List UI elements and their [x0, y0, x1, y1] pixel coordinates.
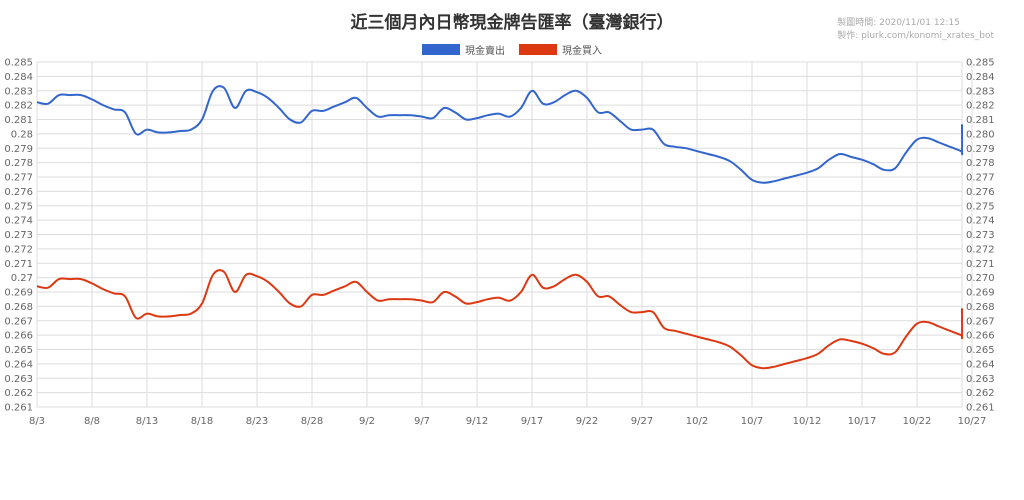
y-tick-label-left: 0.263: [4, 374, 33, 385]
x-tick-label: 10/12: [793, 416, 822, 427]
y-tick-label-right: 0.263: [966, 374, 995, 385]
y-tick-label-left: 0.282: [4, 101, 33, 112]
y-tick-label-right: 0.266: [966, 331, 995, 342]
y-tick-label-right: 0.264: [966, 359, 995, 370]
legend-label-sell: 現金賣出: [465, 46, 505, 57]
x-axis: 8/3 8/8 8/13 8/18 8/23 8/28 9/2 9/7 9/12 9/17 9/22…: [29, 416, 986, 427]
y-tick-label-right: 0.284: [966, 72, 995, 83]
x-tick-label: 9/12: [466, 416, 488, 427]
x-tick-label: 10/17: [848, 416, 877, 427]
y-tick-label-right: 0.277: [966, 173, 995, 184]
y-tick-label-left: 0.266: [4, 331, 33, 342]
legend-swatch-buy: [519, 44, 557, 55]
y-tick-label-right: 0.276: [966, 187, 995, 198]
y-tick-label-right: 0.262: [966, 388, 995, 399]
y-tick-label-left: 0.281: [4, 115, 33, 126]
x-tick-label: 8/18: [191, 416, 213, 427]
y-axis-right: 0.285 0.284 0.283 0.282 0.281 0.280 0.279 0.278…: [966, 58, 995, 414]
x-tick-label: 10/22: [903, 416, 932, 427]
y-tick-label-left: 0.261: [4, 403, 33, 414]
y-tick-label-left: 0.28: [11, 129, 33, 140]
x-tick-label: 8/13: [136, 416, 158, 427]
y-tick-label-right: 0.285: [966, 58, 995, 69]
x-tick-label: 9/27: [631, 416, 653, 427]
x-tick-label: 9/22: [576, 416, 598, 427]
legend-item-buy[interactable]: 現金買入: [519, 42, 602, 57]
x-tick-label: 8/3: [29, 416, 45, 427]
y-tick-label-left: 0.269: [4, 288, 33, 299]
y-tick-label-right: 0.283: [966, 86, 995, 97]
made-by: 製作: plurk.com/konomi_xrates_bot: [837, 31, 994, 41]
y-tick-label-right: 0.279: [966, 144, 995, 155]
y-tick-label-right: 0.274: [966, 216, 995, 227]
chart-title: 近三個月內日幣現金牌告匯率（臺灣銀行）: [350, 13, 674, 33]
y-tick-label-left: 0.278: [4, 158, 33, 169]
x-tick-label: 9/7: [414, 416, 430, 427]
x-tick-label: 8/28: [301, 416, 323, 427]
series-lines: [36, 85, 964, 370]
y-tick-label-left: 0.271: [4, 259, 33, 270]
y-tick-label-right: 0.271: [966, 259, 995, 270]
x-tick-label: 9/17: [521, 416, 543, 427]
y-tick-label-right: 0.265: [966, 345, 995, 356]
series-line-buy: [36, 269, 964, 370]
y-tick-label-left: 0.27: [11, 273, 33, 284]
made-time: 製圖時間: 2020/11/01 12:15: [837, 18, 960, 28]
y-tick-label-left: 0.267: [4, 316, 33, 327]
y-tick-label-right: 0.281: [966, 115, 995, 126]
x-tick-label: 10/2: [686, 416, 708, 427]
y-tick-label-right: 0.268: [966, 302, 995, 313]
y-tick-label-right: 0.275: [966, 201, 995, 212]
y-tick-label-right: 0.278: [966, 158, 995, 169]
y-tick-label-right: 0.273: [966, 230, 995, 241]
y-tick-label-left: 0.272: [4, 244, 33, 255]
y-tick-label-right: 0.272: [966, 244, 995, 255]
x-tick-label: 9/2: [359, 416, 375, 427]
y-tick-label-left: 0.283: [4, 86, 33, 97]
y-tick-label-left: 0.279: [4, 144, 33, 155]
legend-item-sell[interactable]: 現金賣出: [422, 42, 505, 57]
y-tick-label-right: 0.270: [966, 273, 995, 284]
grid: [36, 61, 973, 408]
y-tick-label-left: 0.275: [4, 201, 33, 212]
y-tick-label-left: 0.273: [4, 230, 33, 241]
legend: 現金賣出 現金買入: [0, 42, 1024, 57]
y-tick-label-left: 0.264: [4, 359, 33, 370]
legend-label-buy: 現金買入: [562, 46, 602, 57]
y-tick-label-left: 0.274: [4, 216, 33, 227]
x-tick-label: 10/7: [741, 416, 763, 427]
y-tick-label-right: 0.280: [966, 129, 995, 140]
y-tick-label-left: 0.262: [4, 388, 33, 399]
y-axis-left: 0.285 0.284 0.283 0.282 0.281 0.28 0.279 0.278 0…: [4, 58, 33, 414]
y-tick-label-left: 0.268: [4, 302, 33, 313]
y-tick-label-left: 0.285: [4, 58, 33, 69]
y-tick-label-right: 0.282: [966, 101, 995, 112]
x-tick-label: 8/8: [84, 416, 100, 427]
series-line-sell: [36, 85, 964, 184]
x-tick-label: 10/27: [958, 416, 987, 427]
x-tick-label: 8/23: [246, 416, 268, 427]
chart-meta: 製圖時間: 2020/11/01 12:15 製作: plurk.com/kon…: [837, 17, 994, 43]
y-tick-label-right: 0.261: [966, 403, 995, 414]
y-tick-label-left: 0.276: [4, 187, 33, 198]
y-tick-label-left: 0.277: [4, 173, 33, 184]
y-tick-label-left: 0.265: [4, 345, 33, 356]
legend-swatch-sell: [422, 44, 460, 55]
y-tick-label-right: 0.267: [966, 316, 995, 327]
y-tick-label-right: 0.269: [966, 288, 995, 299]
y-tick-label-left: 0.284: [4, 72, 33, 83]
